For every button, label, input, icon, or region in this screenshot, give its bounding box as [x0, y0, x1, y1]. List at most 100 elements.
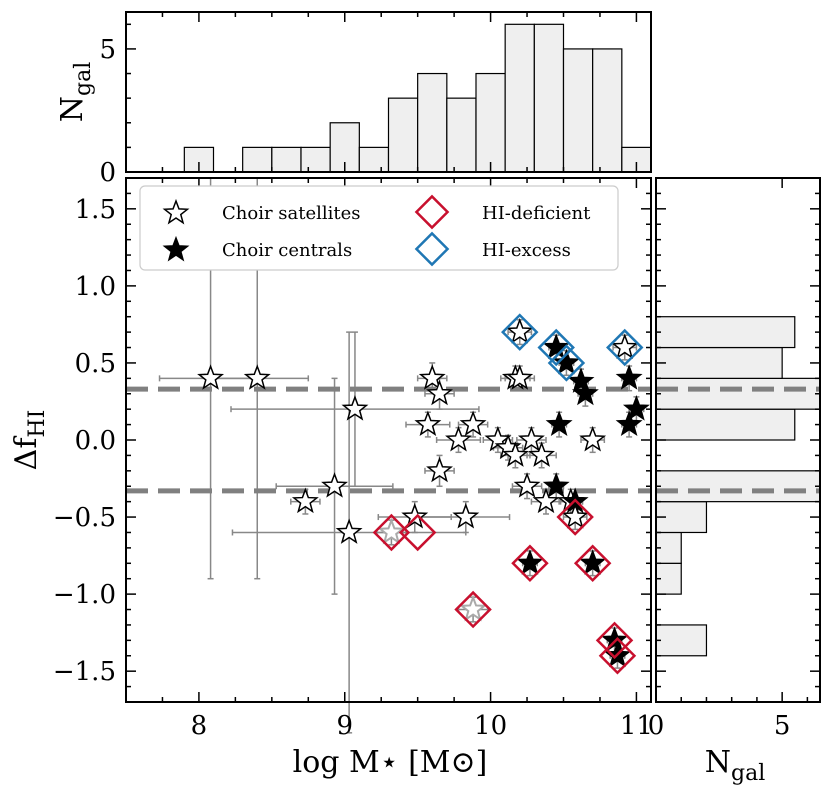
y-tick-label: −1.5 [53, 657, 116, 687]
right-histogram-bar [655, 408, 796, 441]
central-star [601, 626, 628, 652]
legend-deficient-marker [414, 194, 450, 230]
top-histogram-bar [358, 146, 390, 173]
y-axis-label: ΔfHI [9, 410, 50, 471]
satellite-star [513, 472, 541, 498]
top-y-tick-label: 5 [99, 35, 116, 65]
central-star [579, 549, 607, 575]
satellite-star [506, 317, 534, 344]
y-tick-label: 0.0 [75, 426, 116, 456]
top-histogram-frame [125, 11, 652, 173]
central-star [567, 367, 595, 393]
top-histogram-bar [300, 146, 331, 173]
scatter-panel: 8 9 10 11 1.5 1.0 0.5 0.0 −0.5 −1.0 −1.5 Choir sa… [9, 177, 653, 780]
central-star [615, 410, 643, 437]
legend-excess-marker [414, 231, 450, 267]
top-histogram-bar [533, 23, 565, 173]
central-star [516, 549, 544, 575]
scatter-markers [197, 313, 650, 675]
right-histogram-y-ticks [656, 177, 820, 703]
top-histogram-bar [417, 72, 448, 173]
right-histogram-x-label-main: N [705, 745, 731, 780]
y-axis-label-main: Δf [9, 436, 44, 471]
right-histogram-bar [655, 346, 783, 379]
top-histogram-y-label-main: N [55, 96, 90, 122]
deficient-diamond [556, 498, 594, 536]
legend-deficient-label: HI-deficient [482, 203, 591, 224]
satellite-star [197, 364, 225, 390]
top-histogram-bar [475, 72, 506, 173]
satellite-star [243, 364, 271, 390]
right-histogram-bars [655, 316, 821, 657]
y-tick-label: 1.0 [75, 272, 116, 302]
threshold-lines [126, 386, 651, 494]
x-tick-label: 8 [191, 711, 208, 741]
top-histogram-bar [242, 146, 273, 173]
deficient-diamond [573, 544, 612, 583]
x-tick-label: 9 [336, 711, 353, 741]
right-histogram-bar [655, 316, 796, 349]
satellite-star [532, 487, 560, 514]
satellite-star [517, 425, 545, 452]
satellite-star [426, 379, 453, 406]
satellite-star [321, 472, 348, 498]
right-histogram-bar [655, 624, 708, 657]
legend-central-marker [162, 235, 190, 262]
y-axis-ticks: 1.5 1.0 0.5 0.0 −0.5 −1.0 −1.5 [53, 177, 651, 703]
central-star [571, 379, 599, 406]
y-tick-label: −0.5 [53, 503, 116, 533]
right-histogram-x-label: Ngal [705, 745, 766, 786]
legend-excess-label: HI-excess [482, 240, 571, 261]
top-y-tick-label: 0 [99, 158, 116, 188]
legend-frame [139, 185, 619, 271]
right-histogram-bar [655, 470, 821, 503]
deficient-diamond [598, 637, 637, 675]
central-star [542, 472, 570, 498]
satellite-star [445, 425, 472, 452]
top-histogram-y-label: Ngal [55, 62, 96, 123]
top-histogram-y-label-sub: gal [71, 62, 96, 96]
satellite-star [501, 441, 529, 467]
central-star [542, 333, 570, 359]
legend-satellites-label: Choir satellites [222, 203, 361, 224]
satellite-star [459, 410, 487, 437]
excess-diamond [547, 344, 586, 382]
top-histogram-x-ticks [125, 12, 638, 172]
top-histogram: 0 5 Ngal [55, 11, 652, 188]
x-tick-label: 10 [474, 711, 507, 741]
x-tick-label: 11 [620, 711, 653, 741]
central-star [545, 410, 573, 437]
excess-diamond [606, 328, 644, 367]
legend: Choir satellites Choir centrals HI-defic… [139, 185, 619, 271]
deficient-diamond [454, 590, 492, 629]
right-x-tick-label: 0 [648, 711, 665, 741]
right-histogram-threshold-lines [656, 386, 820, 494]
satellite-star [426, 456, 453, 483]
right-histogram-bar [655, 377, 821, 410]
deficient-diamond [511, 544, 549, 583]
satellite-star [611, 333, 639, 359]
central-star [622, 395, 650, 421]
top-histogram-bar [387, 97, 419, 173]
satellite-star-faded [458, 594, 488, 622]
legend-centrals-label: Choir centrals [222, 240, 352, 261]
y-tick-label: −1.0 [53, 580, 116, 610]
satellite-star [506, 364, 534, 390]
satellite-star [579, 425, 607, 452]
satellite-star-faded [377, 517, 406, 545]
right-histogram-x-label-sub: gal [731, 761, 765, 786]
satellite-star [341, 395, 369, 421]
x-axis-label: log M⋆ [M⊙] [293, 745, 488, 780]
satellite-star [414, 410, 442, 437]
excess-diamond [537, 328, 575, 367]
right-x-tick-label: 5 [774, 711, 791, 741]
right-histogram: 0 5 Ngal [648, 177, 821, 786]
satellite-star [401, 502, 429, 529]
x-axis-ticks: 8 9 10 11 [125, 178, 653, 741]
top-histogram-bar [271, 146, 302, 173]
deficient-diamond [372, 513, 411, 552]
top-histogram-bar [562, 48, 594, 173]
excess-diamond [501, 313, 539, 351]
satellite-star [528, 441, 556, 467]
y-axis-label-sub: HI [25, 410, 50, 438]
